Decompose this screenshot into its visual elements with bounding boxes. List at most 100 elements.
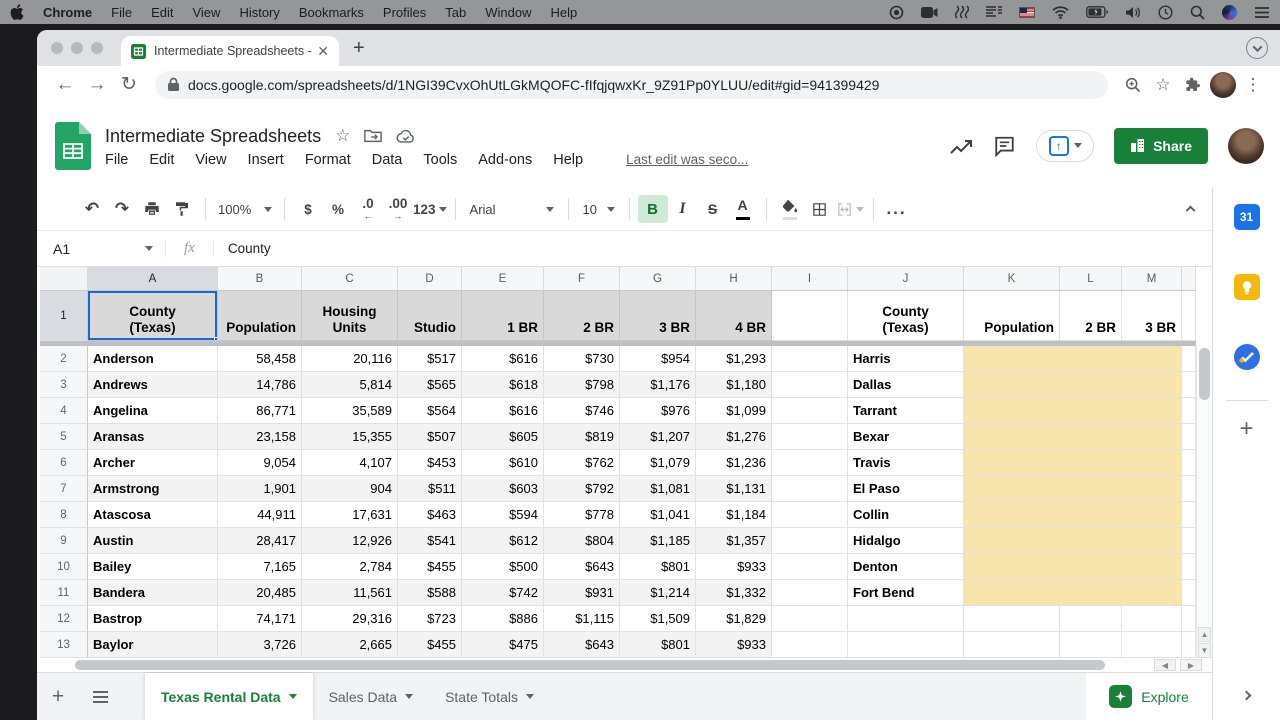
cell-F3[interactable]: $798: [544, 372, 620, 398]
cell-I12[interactable]: [772, 606, 848, 632]
cell-L6[interactable]: [1060, 450, 1122, 476]
row-header-2[interactable]: 2: [40, 346, 88, 372]
address-bar[interactable]: docs.google.com/spreadsheets/d/1NGI39Cvx…: [155, 70, 1108, 99]
cell-B2[interactable]: 58,458: [218, 346, 302, 372]
cell-F7[interactable]: $792: [544, 476, 620, 502]
camera-icon[interactable]: [921, 6, 938, 19]
cell-B1[interactable]: Population: [218, 291, 302, 341]
cell-H11[interactable]: $1,332: [696, 580, 772, 606]
cell-C3[interactable]: 5,814: [302, 372, 398, 398]
cell-G4[interactable]: $976: [620, 398, 696, 424]
cell-I10[interactable]: [772, 554, 848, 580]
zoom-page-icon[interactable]: [1120, 72, 1146, 98]
cell-D8[interactable]: $463: [398, 502, 462, 528]
share-button[interactable]: Share: [1114, 127, 1208, 164]
zoom-select[interactable]: 100%: [214, 195, 276, 223]
cell-M9[interactable]: [1122, 528, 1182, 554]
cell-F8[interactable]: $778: [544, 502, 620, 528]
cell-I2[interactable]: [772, 346, 848, 372]
cell-K11[interactable]: [964, 580, 1060, 606]
add-sheet-button[interactable]: +: [51, 684, 65, 708]
row-header-1[interactable]: 1: [40, 291, 88, 341]
italic-button[interactable]: I: [679, 200, 686, 217]
vertical-scroll-thumb[interactable]: [1199, 348, 1210, 400]
cell-A10[interactable]: Bailey: [88, 554, 218, 580]
cell-G5[interactable]: $1,207: [620, 424, 696, 450]
more-formats-button[interactable]: 123: [413, 195, 447, 223]
volume-icon[interactable]: [1125, 6, 1141, 19]
cell-M2[interactable]: [1122, 346, 1182, 372]
strikethrough-button[interactable]: S: [707, 201, 718, 217]
cell-I8[interactable]: [772, 502, 848, 528]
cell-M8[interactable]: [1122, 502, 1182, 528]
cell-F13[interactable]: $643: [544, 632, 620, 658]
new-tab-button[interactable]: +: [353, 36, 365, 59]
cell-M12[interactable]: [1122, 606, 1182, 632]
column-header-C[interactable]: C: [302, 267, 398, 291]
cell-E1[interactable]: 1 BR: [462, 291, 544, 341]
cell-I13[interactable]: [772, 632, 848, 658]
cell-J5[interactable]: Bexar: [848, 424, 964, 450]
cell-E5[interactable]: $605: [462, 424, 544, 450]
decrease-decimals-button[interactable]: .0 ←: [362, 195, 374, 222]
cell-L7[interactable]: [1060, 476, 1122, 502]
keyboard-flag-icon[interactable]: [1019, 6, 1035, 18]
cell-L3[interactable]: [1060, 372, 1122, 398]
cell-F10[interactable]: $643: [544, 554, 620, 580]
sheets-menu-add-ons[interactable]: Add-ons: [478, 151, 533, 168]
cloud-status-icon[interactable]: [396, 129, 416, 144]
record-icon[interactable]: [889, 5, 904, 20]
cell-G12[interactable]: $1,509: [620, 606, 696, 632]
scroll-down-button[interactable]: ▼: [1198, 643, 1211, 658]
cell-I7[interactable]: [772, 476, 848, 502]
cell-K1[interactable]: Population: [964, 291, 1060, 341]
cell-B7[interactable]: 1,901: [218, 476, 302, 502]
back-button[interactable]: ←: [55, 73, 75, 95]
cell-B12[interactable]: 74,171: [218, 606, 302, 632]
cell-A8[interactable]: Atascosa: [88, 502, 218, 528]
cell-M11[interactable]: [1122, 580, 1182, 606]
cell-F11[interactable]: $931: [544, 580, 620, 606]
print-button[interactable]: [137, 195, 167, 223]
cell-K2[interactable]: [964, 346, 1060, 372]
cell-C8[interactable]: 17,631: [302, 502, 398, 528]
scroll-right-button[interactable]: ▶: [1180, 659, 1202, 671]
sheets-menu-edit[interactable]: Edit: [149, 151, 175, 168]
bold-button[interactable]: B: [637, 195, 668, 223]
column-header-G[interactable]: G: [620, 267, 696, 291]
comments-icon[interactable]: [993, 135, 1016, 157]
cell-E11[interactable]: $742: [462, 580, 544, 606]
cell-D13[interactable]: $455: [398, 632, 462, 658]
explore-button[interactable]: Explore: [1086, 673, 1212, 720]
cell-C7[interactable]: 904: [302, 476, 398, 502]
cell-A13[interactable]: Baylor: [88, 632, 218, 658]
cell-B5[interactable]: 23,158: [218, 424, 302, 450]
cell-L1[interactable]: 2 BR: [1060, 291, 1122, 341]
cell-M5[interactable]: [1122, 424, 1182, 450]
cell-I5[interactable]: [772, 424, 848, 450]
cell-B10[interactable]: 7,165: [218, 554, 302, 580]
cell-M13[interactable]: [1122, 632, 1182, 658]
cell-E9[interactable]: $612: [462, 528, 544, 554]
cell-B6[interactable]: 9,054: [218, 450, 302, 476]
cell-A9[interactable]: Austin: [88, 528, 218, 554]
sheets-menu-file[interactable]: File: [105, 151, 129, 168]
cell-D7[interactable]: $511: [398, 476, 462, 502]
cell-G6[interactable]: $1,079: [620, 450, 696, 476]
cell-L4[interactable]: [1060, 398, 1122, 424]
cell-A11[interactable]: Bandera: [88, 580, 218, 606]
cell-D12[interactable]: $723: [398, 606, 462, 632]
cell-A2[interactable]: Anderson: [88, 346, 218, 372]
cell-K4[interactable]: [964, 398, 1060, 424]
cell-G13[interactable]: $801: [620, 632, 696, 658]
cell-I11[interactable]: [772, 580, 848, 606]
cell-C13[interactable]: 2,665: [302, 632, 398, 658]
fill-color-button[interactable]: [775, 195, 805, 223]
cell-D6[interactable]: $453: [398, 450, 462, 476]
cell-F12[interactable]: $1,115: [544, 606, 620, 632]
vertical-scrollbar[interactable]: ▲ ▼: [1196, 346, 1212, 658]
row-header-6[interactable]: 6: [40, 450, 88, 476]
cell-E2[interactable]: $616: [462, 346, 544, 372]
row-header-11[interactable]: 11: [40, 580, 88, 606]
cell-H3[interactable]: $1,180: [696, 372, 772, 398]
